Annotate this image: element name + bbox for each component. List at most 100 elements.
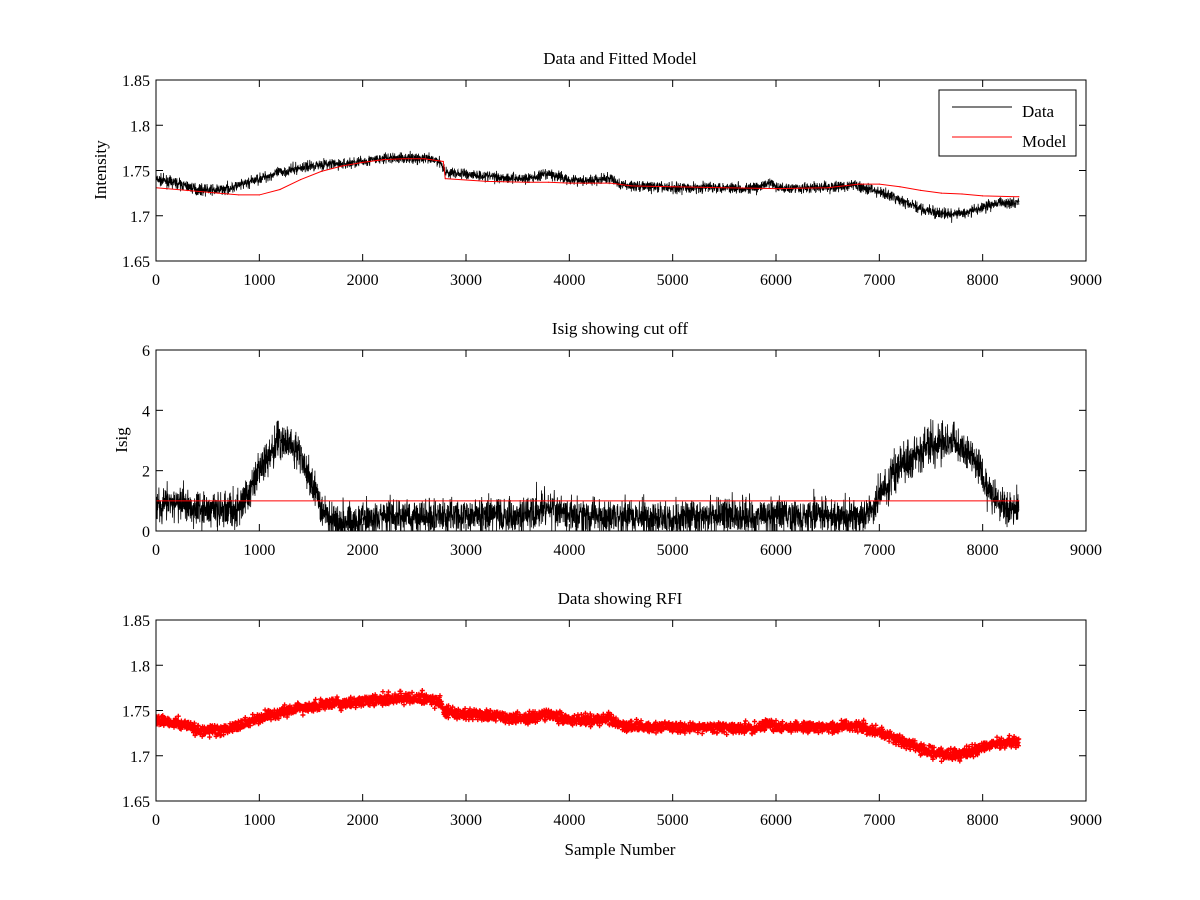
data-point: [971, 750, 973, 752]
x-tick-label: 7000: [863, 812, 895, 829]
data-point: [300, 167, 302, 169]
data-point: [940, 192, 942, 194]
data-point: [320, 163, 322, 165]
data-point: [331, 518, 333, 520]
data-point: [465, 515, 467, 517]
data-point: [506, 717, 508, 719]
data-point: [279, 188, 281, 191]
x-tick-label: 6000: [760, 812, 792, 829]
data-point: [320, 703, 322, 705]
data-point: [1018, 740, 1020, 742]
data-point: [444, 178, 446, 180]
data-point: [362, 161, 364, 163]
data-point: [548, 173, 550, 175]
data-point: [413, 515, 415, 517]
data-point: [868, 188, 870, 190]
data-point: [775, 515, 777, 517]
data-point: [362, 518, 364, 520]
panel-data-and-model: Data and Fitted Model Intensity 0 1000 200…: [91, 49, 1102, 289]
data-point: [176, 722, 178, 724]
data-point: [868, 515, 870, 517]
data-point: [630, 185, 632, 187]
data-point: [992, 494, 994, 496]
y-tick-label: 0: [142, 524, 150, 541]
data-point: [909, 204, 911, 206]
data-point: [403, 157, 405, 159]
data-point: [775, 187, 777, 189]
data-point: [300, 454, 302, 457]
series-markers: [156, 688, 1022, 764]
data-point: [982, 195, 984, 197]
panel-3-xlabel: Sample Number: [565, 840, 676, 859]
data-point: [300, 707, 302, 709]
data-point: [269, 451, 271, 454]
data-point: [868, 728, 870, 730]
x-tick-label: 4000: [553, 812, 585, 829]
x-tick-label: 9000: [1070, 272, 1102, 289]
data-point: [289, 442, 291, 445]
data-point: [403, 697, 405, 699]
data-point: [852, 724, 855, 726]
panel-1-plot: 0 1000 2000 3000 4000 5000 6000 7000 8000 9000 1.6…: [122, 73, 1102, 289]
data-point: [258, 178, 260, 180]
data-point: [672, 186, 674, 188]
data-point: [238, 185, 240, 187]
data-point: [238, 194, 240, 196]
x-tick-label: 3000: [450, 272, 482, 289]
data-point: [258, 470, 260, 472]
data-point: [176, 503, 178, 505]
data-point: [951, 214, 953, 216]
data-point: [713, 726, 715, 728]
y-tick-label: 1.7: [130, 749, 150, 766]
data-point: [424, 698, 426, 700]
data-point: [320, 170, 322, 172]
data-point: [320, 506, 322, 508]
data-point: [465, 713, 467, 715]
series-trace: [156, 419, 1020, 531]
y-tick-label: 1.75: [122, 704, 150, 721]
data-point: [238, 509, 240, 511]
y-tick-label: 1.85: [122, 613, 150, 630]
data-point: [796, 727, 798, 729]
data-point: [382, 158, 384, 160]
legend-data-label: Data: [1022, 102, 1055, 121]
data-point: [723, 515, 725, 517]
series-cut-off: [156, 500, 1020, 502]
data-point: [878, 183, 880, 185]
panel-3-title: Data showing RFI: [558, 589, 683, 608]
panel-rfi: Data showing RFI 0 1000 2000 3000 4000 5000 60…: [122, 589, 1102, 859]
y-tick-label: 1.85: [122, 73, 150, 90]
data-point: [517, 515, 519, 517]
data-point: [548, 181, 550, 183]
data-point: [1018, 500, 1020, 502]
data-point: [527, 718, 529, 720]
panel-2-title: Isig showing cut off: [552, 319, 688, 338]
x-tick-label: 3000: [450, 812, 482, 829]
series-isig: [156, 419, 1020, 531]
x-tick-label: 9000: [1070, 812, 1102, 829]
y-tick-label: 1.7: [130, 209, 150, 226]
data-point: [692, 727, 694, 729]
data-point: [610, 178, 612, 180]
panel-1-ylabel: Intensity: [91, 140, 110, 200]
data-point: [951, 754, 953, 756]
data-point: [992, 743, 994, 745]
data-point: [341, 521, 343, 523]
panel-2-plot: 0 1000 2000 3000 4000 5000 6000 7000 8000 9000 0 2 4…: [142, 343, 1102, 559]
data-point: [217, 189, 219, 192]
data-point: [775, 188, 777, 190]
data-point: [930, 211, 932, 213]
data-point: [465, 173, 467, 175]
x-tick-label: 5000: [657, 542, 689, 559]
panel-isig: Isig showing cut off Isig 0 1000 2000 3000 4…: [112, 319, 1102, 559]
data-point: [672, 727, 674, 729]
data-point: [992, 203, 994, 205]
data-point: [568, 718, 570, 721]
x-tick-label: 2000: [347, 542, 379, 559]
data-point: [527, 181, 529, 183]
data-point: [217, 192, 219, 194]
y-tick-label: 4: [142, 403, 150, 420]
legend: Data Model: [938, 89, 1077, 157]
data-point: [279, 171, 281, 173]
data-point: [920, 189, 922, 192]
